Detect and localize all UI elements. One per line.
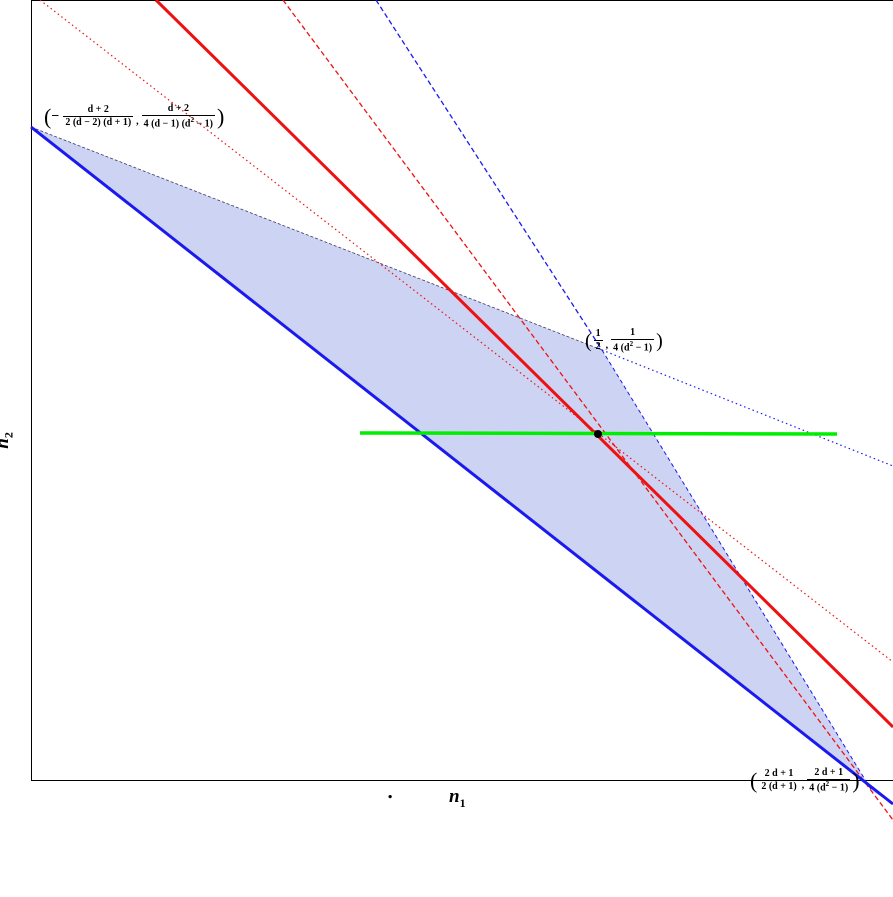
red-dashed-line	[282, 0, 893, 821]
intersection-point	[594, 430, 602, 438]
blue-solid-line	[30, 125, 893, 806]
y-axis-label: n2	[0, 432, 16, 449]
vertex-label-bottom-right: ( 2 d + 1 2 (d + 1) , 2 d + 1 4 (d2 − 1)…	[750, 767, 860, 794]
red-solid-line	[154, 0, 893, 729]
x-axis-label: n1	[449, 786, 466, 810]
region-top-edge	[30, 126, 603, 351]
vertex-label-middle: ( 1 2 , 1 4 (d2 − 1) )	[585, 327, 663, 354]
vertex-label-top-left: ( − d + 2 2 (d − 2) (d + 1) , d + 2 4 (d…	[44, 103, 225, 130]
plot-frame	[31, 0, 893, 781]
blue-dashed-line	[375, 0, 603, 351]
blue-dotted-line	[601, 349, 893, 467]
footer-dot: .	[387, 782, 394, 803]
region-right-edge	[601, 349, 873, 792]
